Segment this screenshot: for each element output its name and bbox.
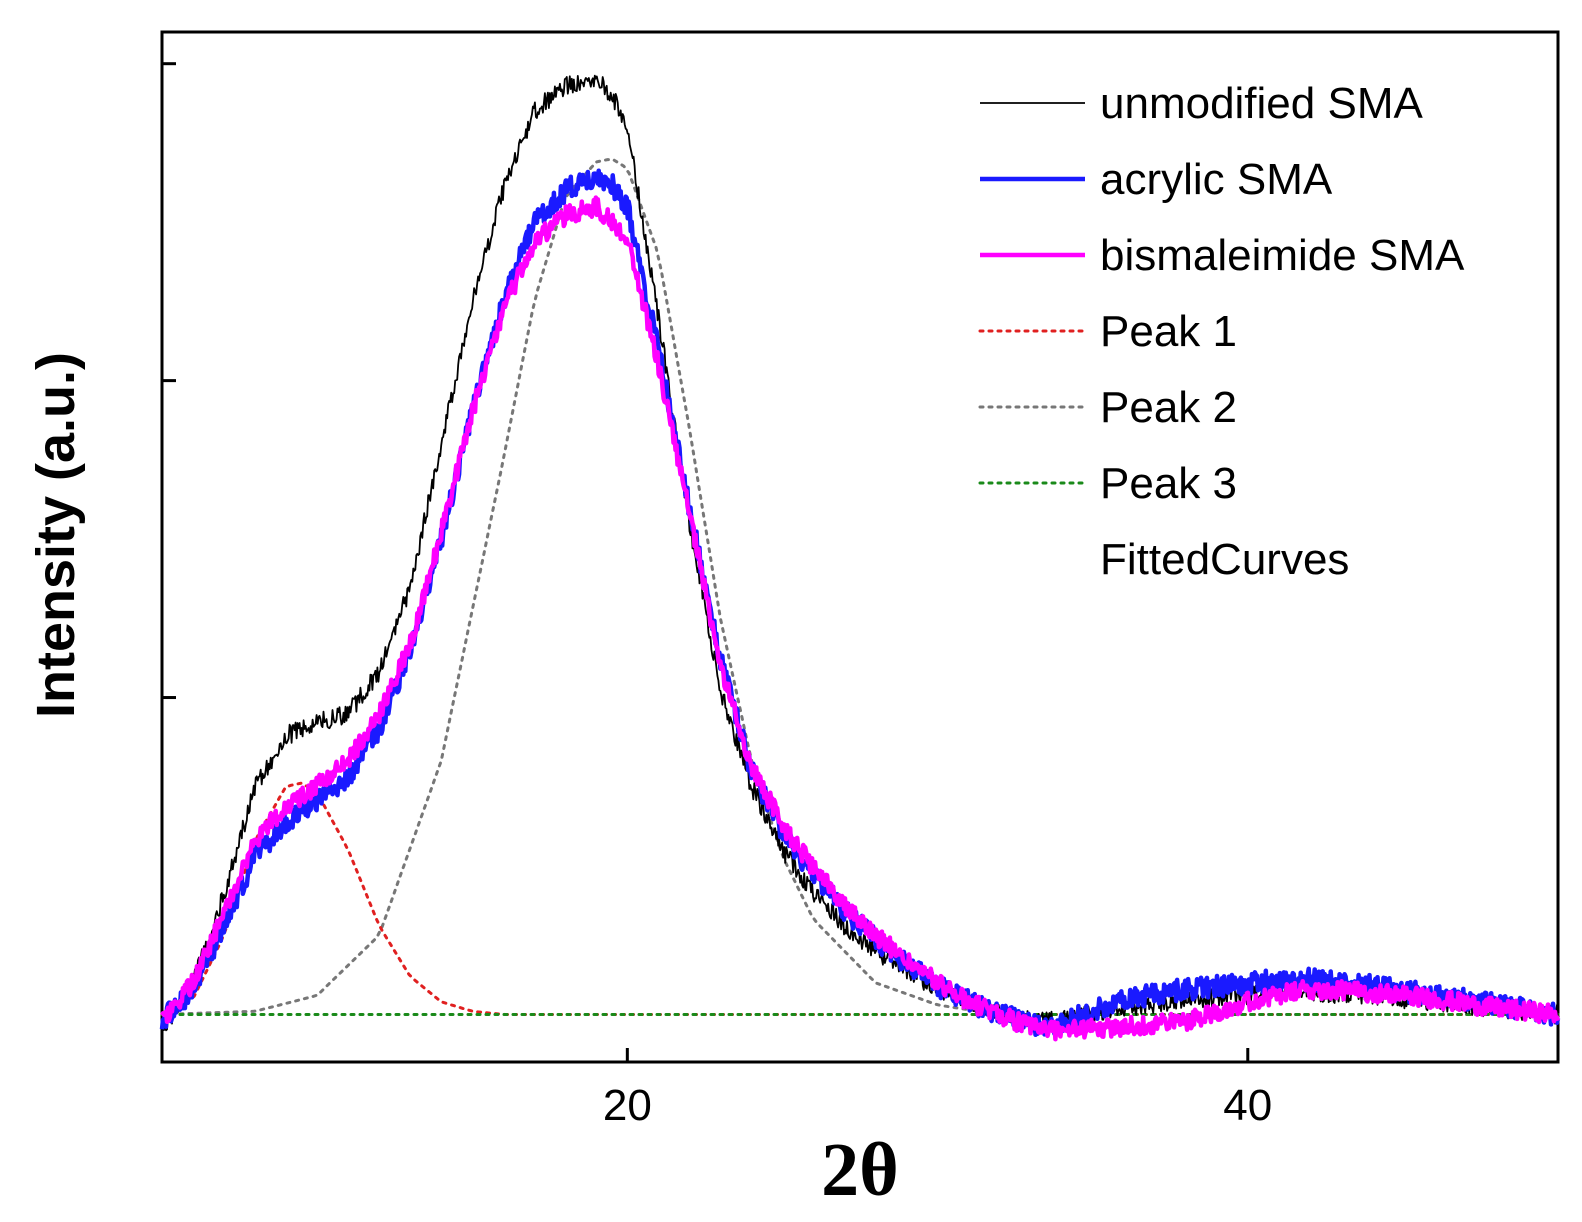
legend-label-bismaleimide-sma: bismaleimide SMA [1100,231,1465,280]
legend-label-acrylic-sma: acrylic SMA [1100,155,1333,204]
plot-frame [160,30,1560,1064]
x-tick-label: 20 [603,1081,652,1130]
legend-label-fittedcurves: FittedCurves [1100,535,1349,584]
legend-label-unmodified-sma: unmodified SMA [1100,79,1423,128]
x-tick-label: 40 [1223,1081,1272,1130]
legend-label-peak-1: Peak 1 [1100,307,1237,356]
y-axis-label: Intensity (a.u.) [26,352,86,718]
series-line-bismaleimide-sma [160,195,1561,1042]
x-axis-label: 2θ [821,1128,899,1212]
series-line-peak-2 [160,158,1560,1016]
tick-layer: 20 40 [162,62,1272,1130]
series-layer [159,74,1561,1042]
legend-label-peak-3: Peak 3 [1100,459,1237,508]
legend-label-peak-2: Peak 2 [1100,383,1237,432]
legend: unmodified SMA acrylic SMA bismaleimide SM… [978,79,1465,584]
series-line-peak-1 [160,781,1560,1016]
